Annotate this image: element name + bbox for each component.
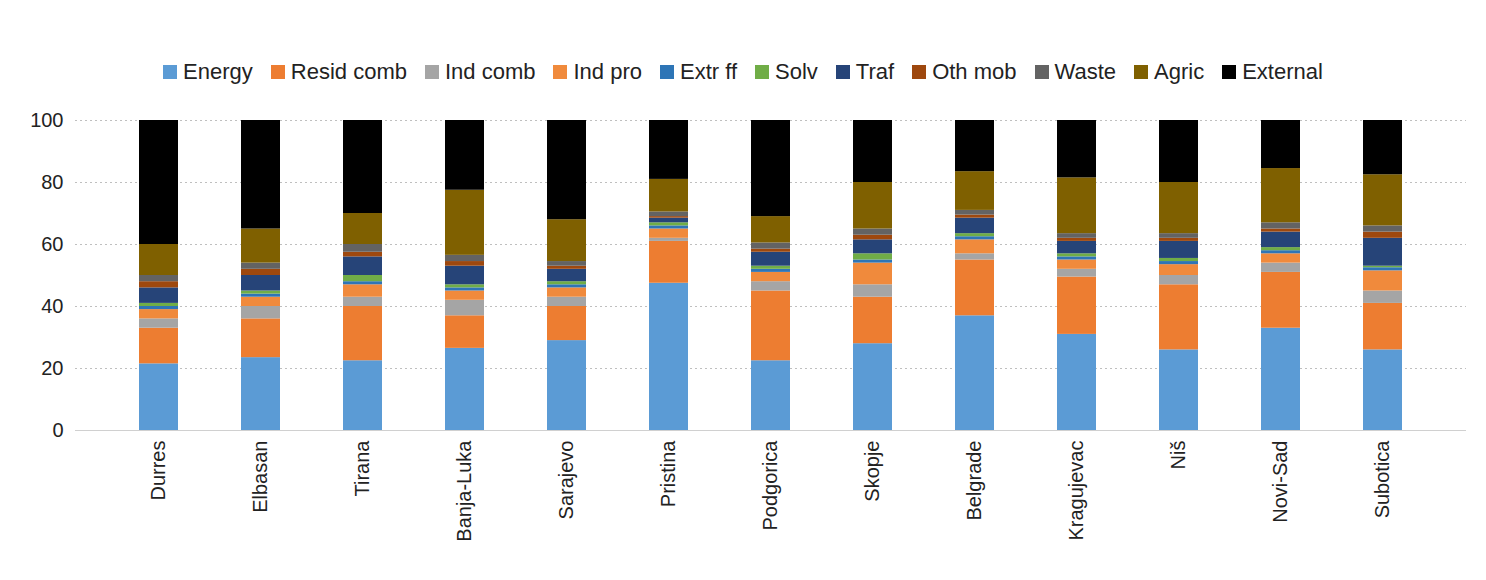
svg-text:Sarajevo: Sarajevo (555, 441, 577, 520)
svg-text:Banja-Luka: Banja-Luka (453, 440, 475, 542)
svg-text:80: 80 (41, 171, 63, 193)
svg-text:Skopje: Skopje (861, 441, 883, 502)
html-text:Traf: Traf (855, 59, 895, 84)
svg-text:100: 100 (30, 109, 63, 131)
svg-text:Pristina: Pristina (657, 440, 679, 508)
html-text:Oth mob: Oth mob (932, 59, 1017, 84)
svg-text:60: 60 (41, 233, 63, 255)
html-text:Ind comb: Ind comb (445, 59, 536, 84)
svg-text:Podgorica: Podgorica (759, 440, 781, 531)
svg-text:20: 20 (41, 357, 63, 379)
html-text:Waste: Waste (1054, 59, 1116, 84)
html-text:Resid comb: Resid comb (290, 59, 407, 84)
svg-text:0: 0 (52, 419, 63, 441)
html-text:Agric: Agric (1154, 59, 1205, 84)
html-text:Solv: Solv (775, 59, 818, 84)
svg-text:Subotica: Subotica (1371, 440, 1393, 519)
svg-text:Durres: Durres (147, 441, 169, 501)
html-text:External: External (1242, 59, 1323, 84)
svg-text:Novi-Sad: Novi-Sad (1269, 441, 1291, 523)
svg-text:Elbasan: Elbasan (249, 441, 271, 513)
html-text:Extr ff: Extr ff (680, 59, 737, 84)
svg-text:Tirana: Tirana (351, 440, 373, 497)
html-text:Ind pro: Ind pro (573, 59, 642, 84)
svg-text:Belgrade: Belgrade (963, 441, 985, 521)
svg-text:Kragujevac: Kragujevac (1065, 441, 1087, 541)
svg-text:Niš: Niš (1167, 441, 1189, 470)
html-text:Energy: Energy (183, 59, 253, 84)
svg-text:40: 40 (41, 295, 63, 317)
